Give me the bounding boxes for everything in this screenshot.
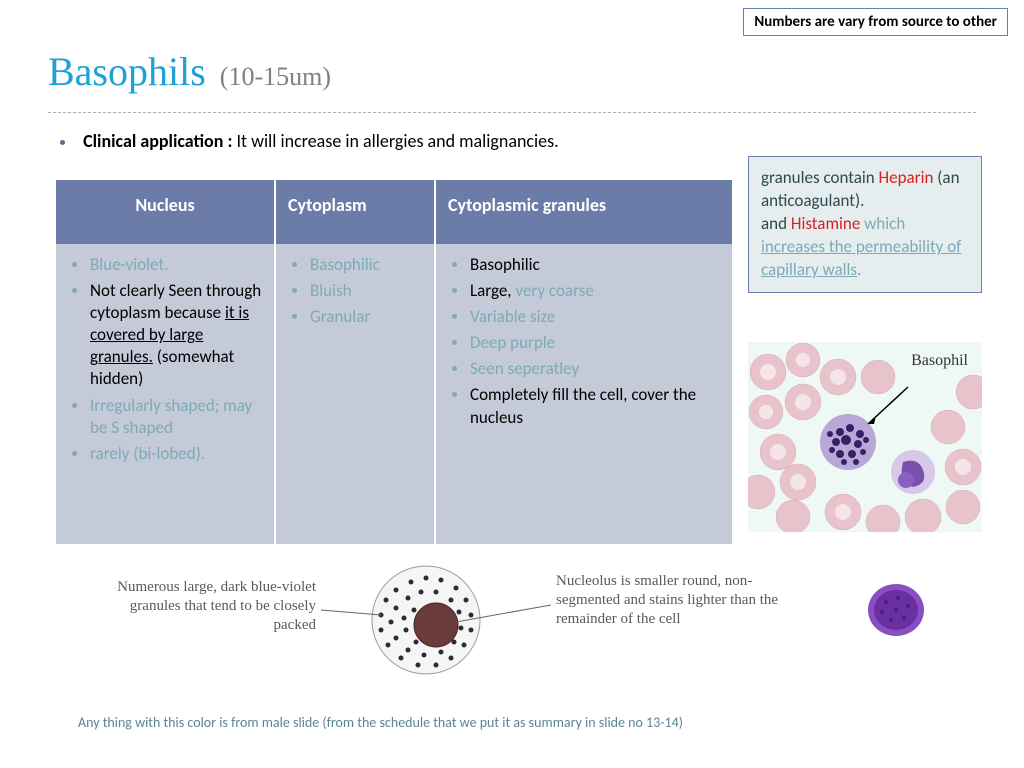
text: and [761,213,791,234]
source-note-box: Numbers are vary from source to other [743,8,1008,36]
title-main: Basophils [48,48,206,95]
histamine-text: Histamine [791,213,860,234]
list-item: Completely fill the cell, cover the nucl… [450,384,722,428]
slide-title: Basophils (10-15um) [48,48,331,95]
granules-info-box: granules contain Heparin (an anticoagula… [748,156,982,293]
table-body-row: Blue-violet. Not clearly Seen through cy… [56,244,732,544]
list-item: Blue-violet. [70,254,264,276]
list-item: Basophilic [450,254,722,276]
list-item: Not clearly Seen through cytoplasm becau… [70,280,264,390]
text: Large, [470,280,512,301]
clinical-application: Clinical application : It will increase … [60,130,559,152]
td-granules: Basophilic Large, very coarse Variable s… [436,244,732,544]
basophil-micrograph: Basophil [748,342,982,532]
properties-table: Nucleus Cytoplasm Cytoplasmic granules B… [56,180,732,544]
list-item: Deep purple [450,332,722,354]
th-cytoplasm: Cytoplasm [276,180,436,244]
text: which [860,213,905,234]
clinical-label: Clinical application : [83,130,232,152]
title-size: (10-15um) [220,62,331,92]
td-nucleus: Blue-violet. Not clearly Seen through cy… [56,244,276,544]
text: . [857,259,861,280]
text: granules contain [761,167,879,188]
list-item: Basophilic [290,254,424,276]
bullet-icon [60,140,65,145]
heparin-text: Heparin [879,167,934,188]
list-item: Bluish [290,280,424,302]
divider [48,112,976,113]
td-cytoplasm: Basophilic Bluish Granular [276,244,436,544]
color-legend-footnote: Any thing with this color is from male s… [78,714,683,731]
micrograph-label: Basophil [911,352,968,370]
text: very coarse [512,280,594,301]
th-granules: Cytoplasmic granules [436,180,732,244]
diagram-caption-right: Nucleolus is smaller round, non-segmente… [556,572,806,628]
table-header-row: Nucleus Cytoplasm Cytoplasmic granules [56,180,732,244]
list-item: Seen seperatley [450,358,722,380]
list-item: Variable size [450,306,722,328]
th-nucleus: Nucleus [56,180,276,244]
list-item: rarely (bi-lobed). [70,443,264,465]
clinical-text: It will increase in allergies and malign… [237,130,559,152]
list-item: Large, very coarse [450,280,722,302]
list-item: Granular [290,306,424,328]
bottom-diagram: Numerous large, dark blue-violet granule… [56,560,976,690]
diagram-caption-left: Numerous large, dark blue-violet granule… [86,578,316,634]
list-item: Irregularly shaped; may be S shaped [70,395,264,439]
